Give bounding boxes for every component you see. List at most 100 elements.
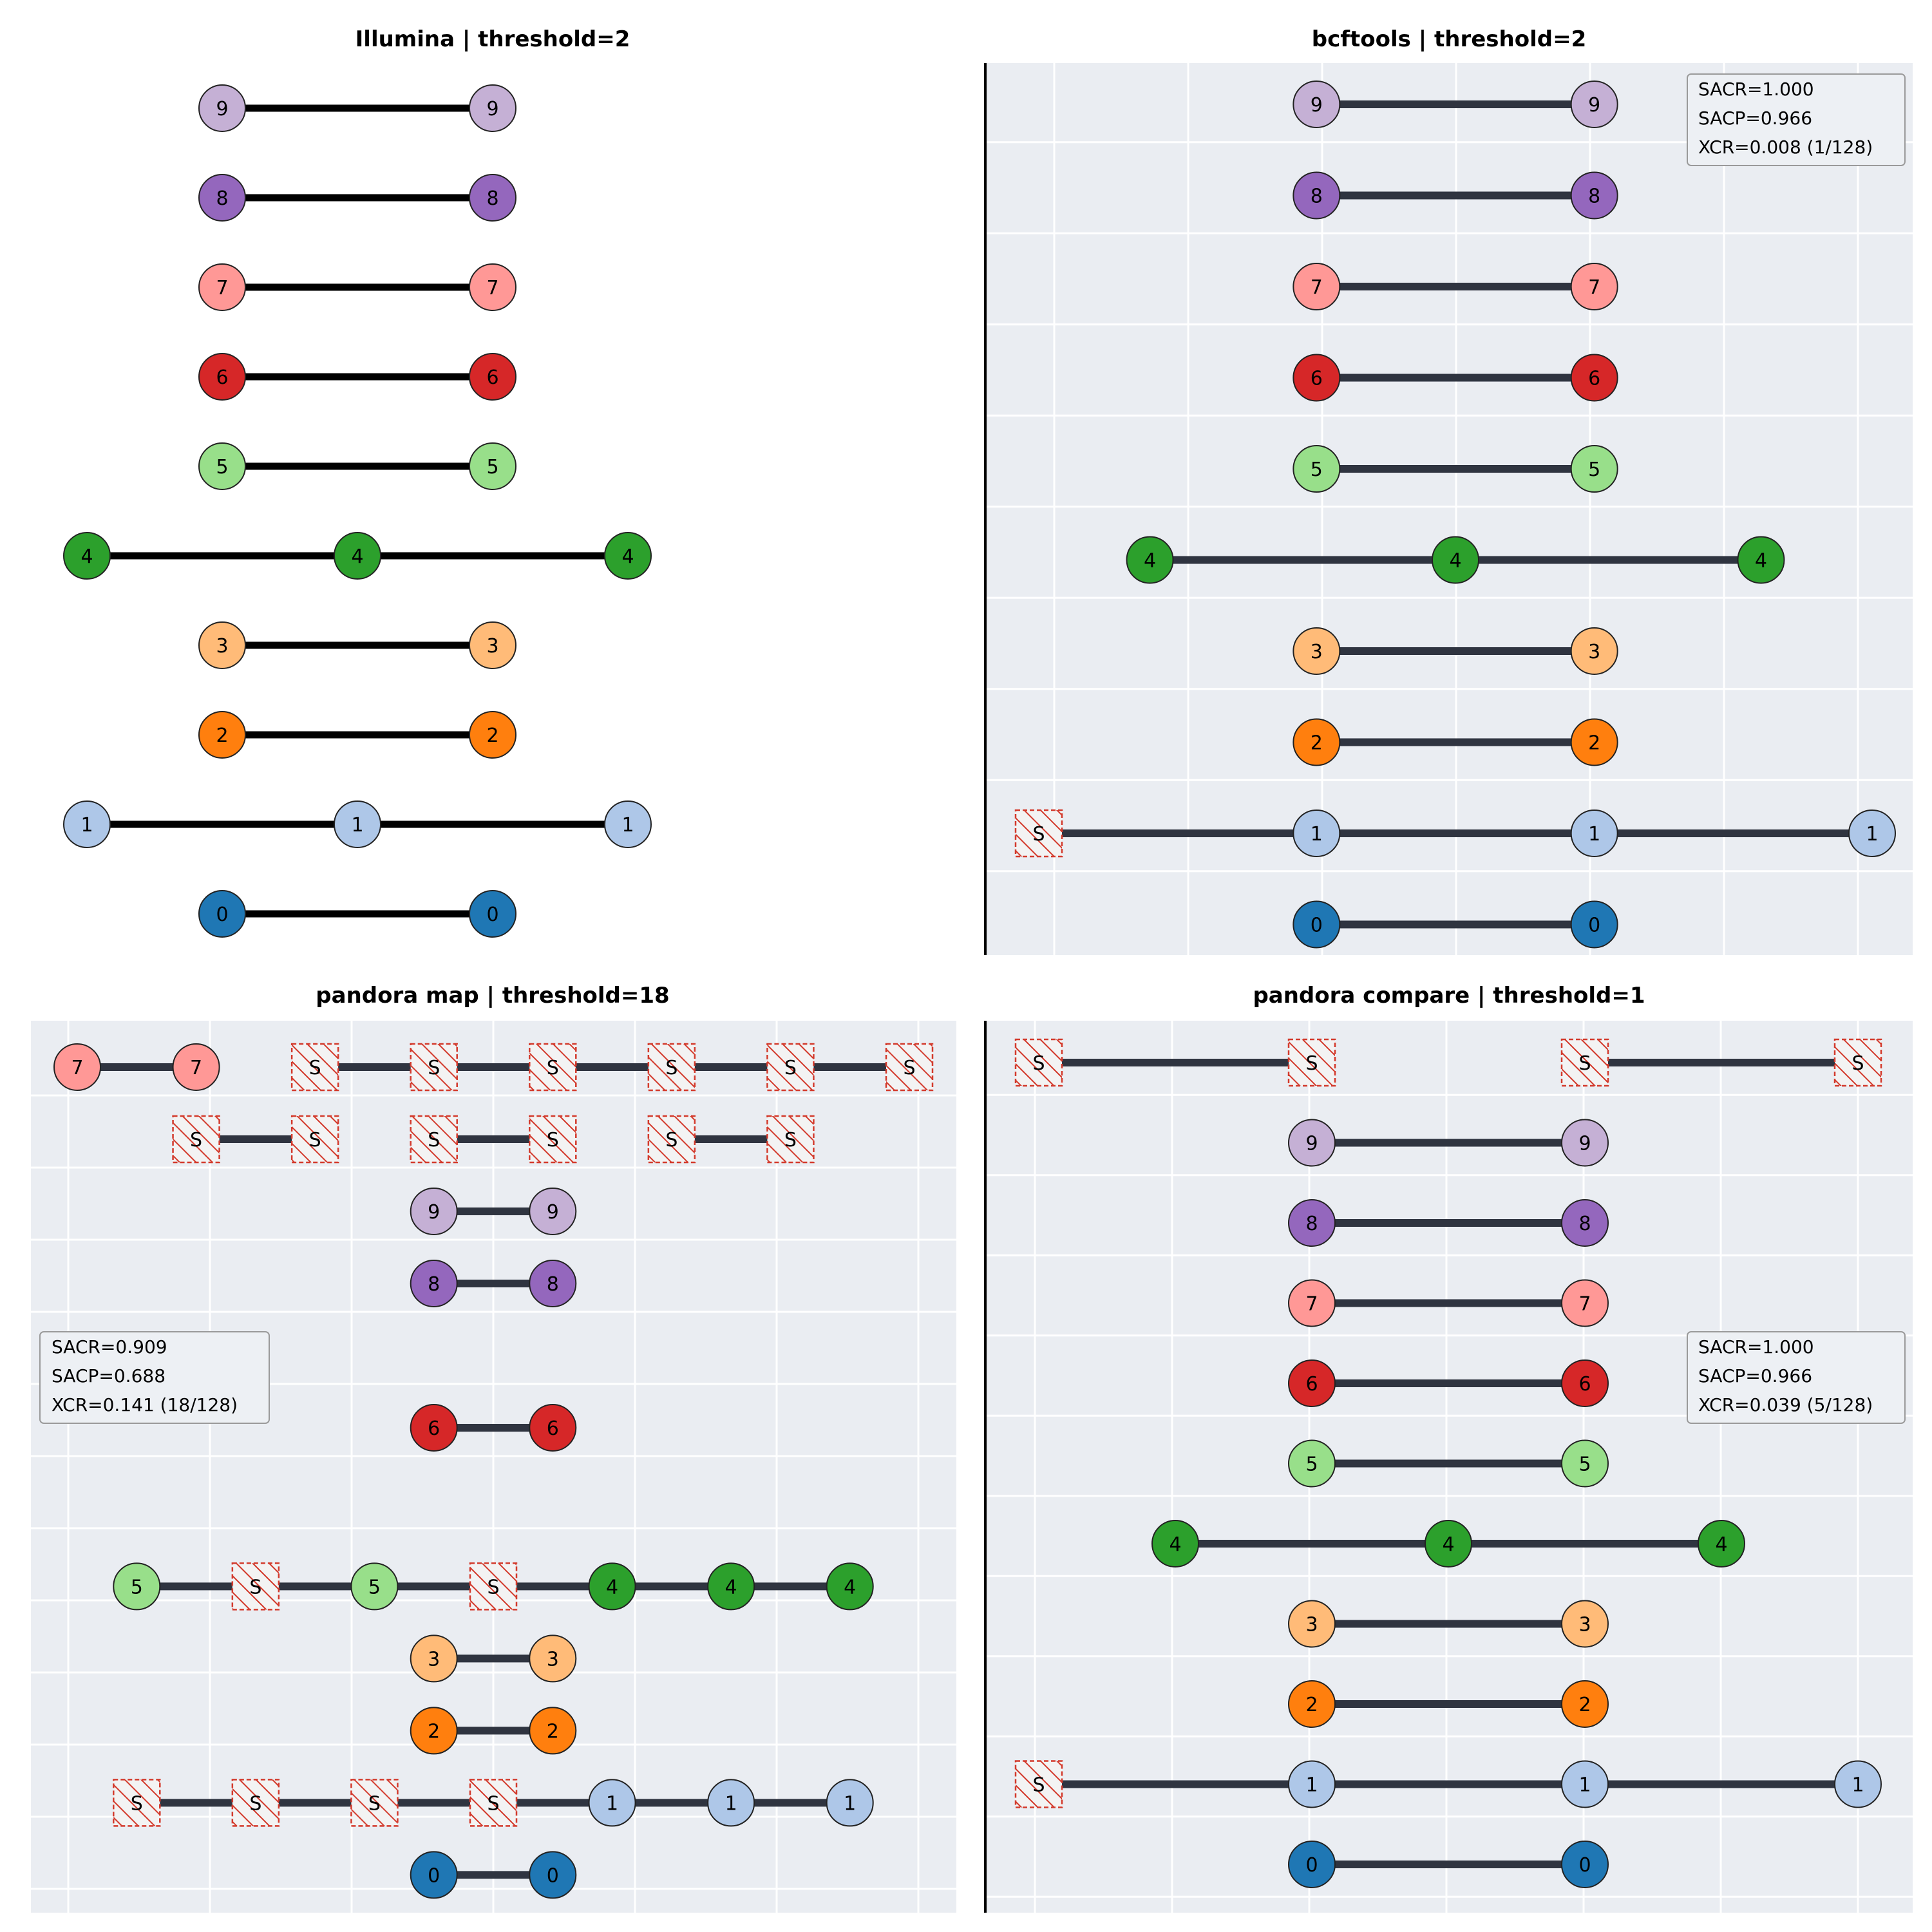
haplotype-node-7 — [1570, 263, 1618, 310]
haplotype-rows: 9 98 87 76 65 54 4 43 32 2S 1 1 10 0 — [1014, 80, 1896, 949]
node-label: 1 — [844, 1792, 856, 1815]
haplotype-row: S 1 1 1 — [1014, 1760, 1882, 1808]
null-node — [469, 1562, 518, 1611]
haplotype-row: 4 4 4 — [1126, 536, 1785, 584]
node-label: 4 — [621, 545, 634, 568]
haplotype-node-4 — [1698, 1520, 1745, 1567]
node-label: 3 — [1588, 641, 1600, 663]
node-label: 6 — [1578, 1373, 1591, 1396]
haplotype-node-0 — [529, 1851, 577, 1899]
null-node — [231, 1562, 280, 1611]
haplotype-node-3 — [529, 1634, 577, 1683]
metrics-box: SACR=1.000 SACP=0.966 XCR=0.039 (5/128) — [1687, 1331, 1906, 1424]
haplotype-node-4 — [707, 1562, 755, 1611]
node-label: 8 — [1588, 185, 1600, 208]
node-label: 7 — [1311, 276, 1323, 299]
node-label: 5 — [1588, 459, 1600, 481]
node-label: S — [903, 1057, 915, 1079]
node-label: 9 — [216, 98, 228, 120]
haplotype-row: 4 4 4 — [63, 532, 652, 580]
node-label: S — [249, 1792, 261, 1815]
null-node — [113, 1779, 161, 1827]
haplotype-node-2 — [198, 711, 246, 759]
node-label: S — [1032, 1052, 1045, 1075]
haplotype-node-1 — [1293, 810, 1341, 857]
node-label: 3 — [1311, 641, 1323, 663]
haplotype-node-3 — [1561, 1600, 1609, 1648]
haplotype-node-1 — [63, 800, 111, 848]
haplotype-node-0 — [1570, 900, 1618, 949]
null-node — [231, 1779, 280, 1827]
haplotype-rows: S S S S9 98 87 76 65 54 4 43 32 2S 1 1 10 0 — [1014, 1038, 1882, 1888]
node-label: 0 — [1311, 914, 1323, 937]
haplotype-node-2 — [529, 1707, 577, 1755]
haplotype-row: S 1 1 1 — [1014, 809, 1896, 858]
node-label: 9 — [1578, 1133, 1591, 1155]
haplotype-node-3 — [469, 621, 516, 669]
null-node — [350, 1779, 399, 1827]
haplotype-node-5 — [1293, 445, 1341, 493]
node-label: 7 — [1578, 1293, 1591, 1316]
null-node — [410, 1043, 458, 1092]
null-node — [1833, 1038, 1882, 1087]
node-label: 0 — [486, 904, 498, 926]
node-label: 7 — [1305, 1293, 1318, 1316]
haplotype-node-4 — [1432, 536, 1479, 584]
node-label: 9 — [1588, 94, 1600, 117]
node-label: 9 — [428, 1201, 440, 1224]
panel-title: pandora compare | threshold=1 — [1253, 983, 1645, 1009]
node-label: 2 — [1305, 1694, 1318, 1716]
haplotype-node-9 — [410, 1188, 458, 1235]
node-label: S — [131, 1792, 143, 1815]
node-label: 1 — [1311, 823, 1323, 846]
haplotype-node-8 — [1561, 1199, 1609, 1247]
haplotype-node-2 — [469, 711, 516, 759]
node-label: 6 — [547, 1417, 559, 1440]
node-label: 8 — [216, 187, 228, 210]
node-label: 4 — [1755, 550, 1767, 573]
node-label: 6 — [1311, 368, 1323, 390]
node-label: 3 — [428, 1648, 440, 1671]
haplotype-node-2 — [1288, 1680, 1336, 1728]
node-label: S — [1852, 1052, 1864, 1075]
node-label: 4 — [1449, 550, 1461, 573]
haplotype-node-4 — [1425, 1520, 1472, 1567]
null-node — [1287, 1038, 1336, 1087]
panel-title: bcftools | threshold=2 — [1312, 26, 1586, 52]
null-node — [1014, 1038, 1063, 1087]
node-label: S — [1032, 1774, 1045, 1797]
node-label: 0 — [1588, 914, 1600, 937]
node-label: 0 — [428, 1864, 440, 1887]
node-label: 2 — [486, 724, 498, 747]
haplotype-node-6 — [1288, 1359, 1336, 1407]
node-label: 7 — [71, 1057, 83, 1079]
node-label: 8 — [486, 187, 498, 210]
node-label: 4 — [80, 545, 93, 568]
haplotype-node-3 — [410, 1634, 458, 1683]
node-label: 0 — [547, 1864, 559, 1887]
node-label: S — [487, 1792, 499, 1815]
haplotype-row: 1 1 1 — [63, 800, 652, 848]
haplotype-node-8 — [469, 174, 516, 222]
haplotype-node-2 — [1570, 718, 1618, 766]
null-node — [1014, 1760, 1063, 1808]
haplotype-node-3 — [1293, 627, 1341, 675]
panel-title: Illumina | threshold=2 — [355, 26, 630, 52]
haplotype-node-4 — [334, 532, 381, 580]
haplotype-node-3 — [198, 621, 246, 669]
node-label: 6 — [1588, 368, 1600, 390]
haplotype-node-2 — [1293, 718, 1341, 766]
haplotype-node-1 — [1570, 810, 1618, 857]
